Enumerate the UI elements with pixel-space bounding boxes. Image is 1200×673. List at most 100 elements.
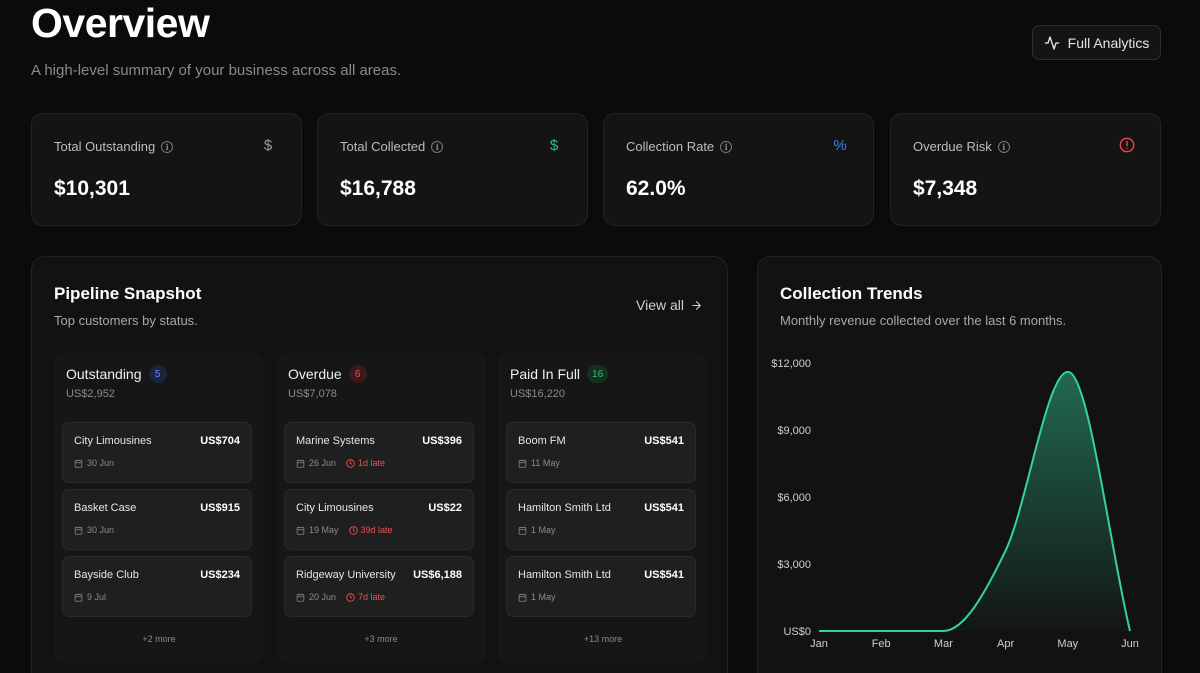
due-date: 1 May [531, 525, 556, 535]
due-date: 30 Jun [87, 525, 115, 535]
customer-meta: 19 May 39d late [296, 525, 393, 535]
due-date: 11 May [531, 458, 560, 468]
info-icon[interactable]: i [161, 140, 174, 153]
more-link[interactable]: +13 more [583, 634, 623, 644]
stat-card-collection-rate: Collection Rate i % 62.0% [603, 113, 874, 226]
view-all-label: View all [636, 297, 684, 313]
calendar-icon [74, 459, 83, 468]
late-indicator: 1d late [346, 458, 385, 468]
page-subtitle: A high-level summary of your business ac… [31, 62, 402, 79]
customer-card[interactable]: Bayside Club US$234 9 Jul [62, 556, 252, 617]
clock-icon [346, 592, 355, 602]
due-date: 1 May [531, 592, 556, 602]
stat-label: Collection Rate i [626, 139, 733, 154]
pipeline-title: Pipeline Snapshot [54, 284, 202, 303]
customer-amount: US$234 [200, 569, 240, 581]
late-text: 1d late [358, 458, 386, 468]
customer-name: Boom FM [518, 435, 566, 447]
full-analytics-button[interactable]: Full Analytics [1032, 25, 1161, 60]
page-title: Overview [31, 0, 210, 46]
dollar-icon: $ [263, 136, 273, 154]
due-date: 26 Jun [309, 458, 337, 468]
due-date: 30 Jun [87, 458, 115, 468]
stat-card-total-outstanding: Total Outstanding i $ $10,301 [31, 113, 302, 226]
stat-label-text: Total Outstanding [54, 139, 156, 154]
clock-icon [346, 458, 355, 468]
stat-label: Total Collected i [340, 139, 444, 154]
customer-name: City Limousines [296, 502, 374, 514]
customer-amount: US$6,188 [413, 569, 462, 581]
series-line [818, 370, 1131, 632]
customer-card[interactable]: City Limousines US$22 19 May 39d late [284, 489, 474, 550]
pipeline-snapshot-panel: Pipeline Snapshot Top customers by statu… [31, 256, 728, 673]
customer-name: Bayside Club [74, 569, 139, 581]
customer-name: City Limousines [74, 435, 152, 447]
info-icon[interactable]: i [720, 140, 733, 153]
y-tick-label: $12,000 [771, 358, 811, 370]
y-tick-label: $9,000 [777, 425, 811, 437]
count-badge: 16 [587, 365, 609, 383]
column-title: Paid In Full [510, 366, 581, 382]
customer-meta: 20 Jun 7d late [296, 592, 385, 602]
stat-label: Total Outstanding i [54, 139, 174, 154]
stat-value: $10,301 [54, 177, 130, 200]
view-all-link[interactable]: View all [636, 297, 703, 313]
stat-label-text: Overdue Risk [913, 139, 992, 154]
column-total: US$16,220 [510, 388, 566, 400]
customer-card[interactable]: Ridgeway University US$6,188 20 Jun 7d late [284, 556, 474, 617]
customer-amount: US$915 [200, 502, 240, 514]
stat-value: 62.0% [626, 177, 686, 200]
late-text: 7d late [358, 592, 386, 602]
customer-name: Hamilton Smith Ltd [518, 502, 611, 514]
column-title: Outstanding [66, 366, 142, 382]
area-fill [819, 371, 1130, 631]
stat-value: $16,788 [340, 177, 416, 200]
activity-icon [1044, 35, 1059, 50]
calendar-icon [518, 526, 527, 535]
more-link[interactable]: +2 more [142, 634, 176, 644]
dollar-icon: $ [549, 136, 559, 154]
customer-card[interactable]: Hamilton Smith Ltd US$541 1 May [506, 489, 696, 550]
customer-name: Marine Systems [296, 435, 375, 447]
info-icon[interactable]: i [997, 140, 1010, 153]
clock-icon [348, 525, 358, 535]
calendar-icon [74, 593, 83, 602]
customer-card[interactable]: Basket Case US$915 30 Jun [62, 489, 252, 550]
calendar-icon [518, 459, 527, 468]
due-date: 19 May [309, 525, 339, 535]
count-badge: 5 [148, 365, 167, 383]
stat-label-text: Total Collected [340, 139, 426, 154]
customer-card[interactable]: Boom FM US$541 11 May [506, 422, 696, 483]
late-indicator: 39d late [348, 525, 393, 535]
pipeline-column-paid-in-full: Paid In Full 16 US$16,220 Boom FM US$541 11 M… [498, 353, 708, 663]
customer-meta: 26 Jun 1d late [296, 458, 385, 468]
x-tick-label: Jun [1121, 638, 1139, 650]
calendar-icon [296, 593, 305, 602]
pipeline-column-overdue: Overdue 6 US$7,078 Marine Systems US$396 26 J… [276, 353, 486, 663]
y-tick-label: US$0 [783, 626, 811, 638]
customer-meta: 9 Jul [74, 592, 106, 602]
customer-card[interactable]: Hamilton Smith Ltd US$541 1 May [506, 556, 696, 617]
customer-amount: US$704 [200, 435, 240, 447]
count-badge: 6 [348, 365, 367, 383]
calendar-icon [518, 593, 527, 602]
customer-amount: US$541 [644, 435, 684, 447]
arrow-right-icon [692, 300, 701, 310]
collection-trends-chart: US$0 $3,000 $6,000 $9,000 $12,000 Jan Feb Mar Ap… [771, 358, 1139, 650]
due-date: 9 Jul [87, 592, 107, 602]
collection-trends-panel: Collection Trends Monthly revenue collec… [757, 256, 1162, 673]
full-analytics-label: Full Analytics [1067, 34, 1150, 51]
due-date: 20 Jun [309, 592, 337, 602]
customer-amount: US$22 [428, 502, 462, 514]
calendar-icon [74, 526, 83, 535]
customer-card[interactable]: City Limousines US$704 30 Jun [62, 422, 252, 483]
trends-subtitle: Monthly revenue collected over the last … [780, 313, 1067, 328]
customer-card[interactable]: Marine Systems US$396 26 Jun 1d late [284, 422, 474, 483]
info-icon[interactable]: i [431, 140, 444, 153]
y-tick-label: $3,000 [777, 559, 811, 571]
more-link[interactable]: +3 more [364, 634, 398, 644]
customer-amount: US$396 [422, 435, 462, 447]
customer-name: Ridgeway University [296, 569, 396, 581]
y-tick-label: $6,000 [777, 492, 811, 504]
x-tick-label: Apr [997, 638, 1014, 650]
